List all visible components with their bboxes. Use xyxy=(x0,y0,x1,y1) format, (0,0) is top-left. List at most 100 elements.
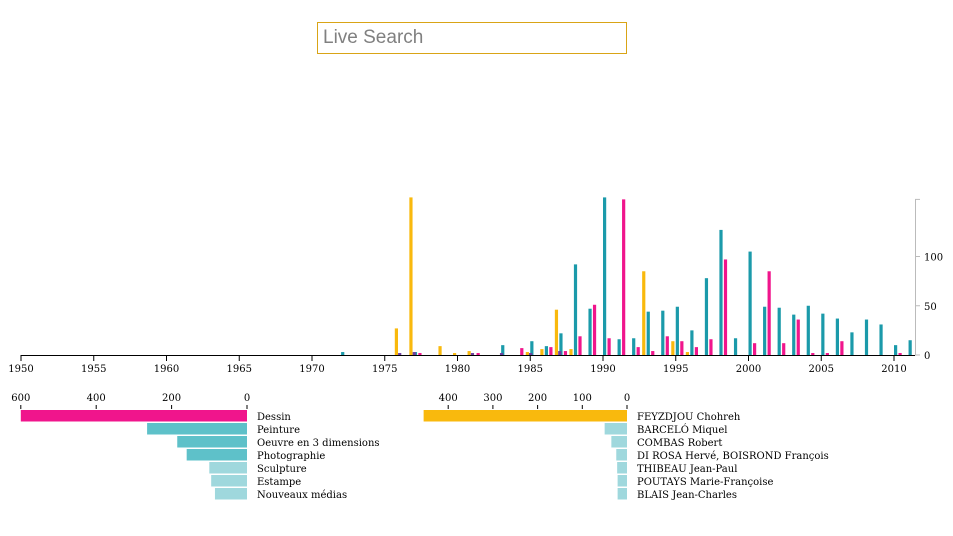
teal-bar xyxy=(588,308,592,355)
timeline-chart: 1950 1955 1960 1965 1970 1975 1980 1985 1990 1995… xyxy=(8,197,943,375)
pink-bar xyxy=(723,259,728,355)
pink-bar xyxy=(898,353,902,355)
bar xyxy=(186,449,247,461)
pink-bar xyxy=(811,353,815,355)
bar xyxy=(214,488,247,500)
teal-bar xyxy=(573,264,578,355)
purple-bar xyxy=(470,353,475,355)
x-tick-label: 1970 xyxy=(299,364,324,375)
teal-bar xyxy=(748,251,752,355)
x-tick-label: 1990 xyxy=(590,364,615,375)
search-input[interactable] xyxy=(317,22,627,54)
teal-bar xyxy=(835,318,839,355)
yellow-bar xyxy=(685,352,689,355)
bar-label: BARCELÓ Miquel xyxy=(637,424,727,436)
pink-bar xyxy=(549,347,553,355)
bar xyxy=(611,436,627,448)
bar-label: COMBAS Robert xyxy=(637,438,722,449)
bar xyxy=(147,423,247,435)
pink-bar xyxy=(680,341,684,355)
pink-bar xyxy=(418,353,422,355)
bar xyxy=(20,410,247,422)
bar xyxy=(617,475,627,487)
x-tick-label: 1980 xyxy=(445,364,470,375)
yellow-bar xyxy=(409,197,413,355)
yellow-bar xyxy=(671,341,675,355)
x-tick-label: 1960 xyxy=(154,364,179,375)
teal-bar xyxy=(603,197,607,355)
bar xyxy=(604,423,627,435)
pink-bar xyxy=(520,348,524,355)
x-tick-label: 2000 xyxy=(736,364,761,375)
pink-bar xyxy=(592,304,597,355)
teal-bar xyxy=(530,341,534,355)
teal-bar xyxy=(559,333,563,355)
domains-bar-chart: 600 400 200 0 Dessin Peinture Oeuvre en 3 dime… xyxy=(11,393,379,501)
axis-tick-label: 200 xyxy=(162,393,181,404)
teal-bar xyxy=(719,229,723,355)
bar xyxy=(617,462,627,474)
bar-label: Peinture xyxy=(257,425,300,436)
bar-label: Nouveaux médias xyxy=(257,490,347,501)
axis-tick-label: 100 xyxy=(573,393,592,404)
yellow-bar xyxy=(540,349,544,355)
bar-label: THIBEAU Jean-Paul xyxy=(637,464,737,475)
yellow-bar xyxy=(554,309,559,355)
pink-bar xyxy=(476,353,480,355)
teal-bar xyxy=(661,310,665,355)
teal-bar xyxy=(806,305,810,355)
pink-bar xyxy=(665,336,669,355)
pink-bar xyxy=(636,347,640,355)
axis-tick-label: 600 xyxy=(11,393,30,404)
purple-bar xyxy=(558,351,562,355)
x-tick-label: 2010 xyxy=(881,364,906,375)
bar-label: Sculpture xyxy=(257,464,307,475)
bar-label: FEYZDJOU Chohreh xyxy=(637,412,741,423)
pink-bar xyxy=(767,271,771,355)
teal-bar xyxy=(792,314,796,355)
pink-bar xyxy=(709,339,713,355)
yellow-bar xyxy=(569,349,573,355)
pink-bar xyxy=(563,351,568,355)
bar-label: Oeuvre en 3 dimensions xyxy=(257,438,380,449)
pink-bar xyxy=(825,353,829,355)
teal-bar xyxy=(544,346,548,355)
x-tick-label: 2005 xyxy=(809,364,834,375)
x-tick-label: 1985 xyxy=(518,364,543,375)
teal-bar xyxy=(908,340,912,355)
teal-bar xyxy=(864,319,869,355)
yellow-bar xyxy=(438,346,442,355)
pink-bar xyxy=(694,347,698,355)
purple-bar xyxy=(412,352,416,355)
yellow-bar xyxy=(467,351,471,355)
x-tick-label: 1965 xyxy=(227,364,252,375)
bar xyxy=(617,488,627,500)
y-tick-label: 0 xyxy=(924,351,930,362)
teal-bar xyxy=(501,345,505,355)
y-tick-label: 50 xyxy=(924,302,937,313)
x-tick-label: 1975 xyxy=(372,364,397,375)
axis-tick-label: 0 xyxy=(624,393,630,404)
bar-label: Estampe xyxy=(257,477,301,488)
pink-bar xyxy=(782,343,786,355)
teal-bar xyxy=(690,330,694,355)
yellow-bar xyxy=(394,328,398,355)
teal-bar xyxy=(821,313,825,355)
bar xyxy=(209,462,247,474)
axis-tick-label: 200 xyxy=(528,393,547,404)
x-tick-label: 1995 xyxy=(663,364,688,375)
bar-label: BLAIS Jean-Charles xyxy=(637,490,737,501)
bar xyxy=(211,475,247,487)
axis-tick-label: 400 xyxy=(439,393,458,404)
teal-bar xyxy=(632,338,636,355)
pink-bar xyxy=(651,351,655,355)
teal-bar xyxy=(675,306,679,355)
y-tick-label: 100 xyxy=(924,253,943,264)
axis-tick-label: 400 xyxy=(87,393,106,404)
purple-bar xyxy=(398,353,402,355)
axis-tick-label: 0 xyxy=(244,393,250,404)
pink-bar xyxy=(840,341,844,355)
teal-bar xyxy=(894,345,898,355)
